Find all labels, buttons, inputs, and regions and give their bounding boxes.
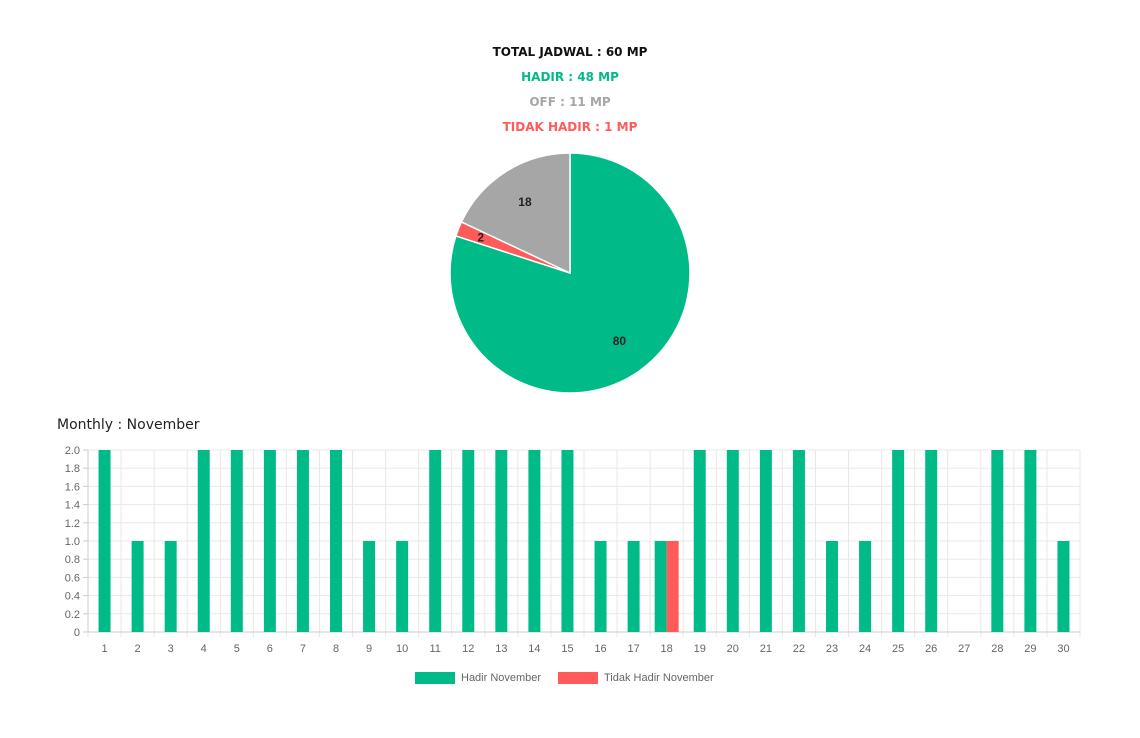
y-tick-label: 0.4 xyxy=(65,591,80,603)
x-tick-label: 7 xyxy=(300,643,306,655)
x-tick-label: 21 xyxy=(760,643,772,655)
y-tick-label: 2.0 xyxy=(65,445,80,457)
x-tick-label: 22 xyxy=(793,643,805,655)
y-tick-label: 1.6 xyxy=(65,481,80,493)
pie-label-hadir: 80 xyxy=(613,334,627,348)
x-tick-label: 26 xyxy=(925,643,937,655)
bar-hadir-day-20[interactable] xyxy=(726,450,739,632)
y-tick-label: 0.2 xyxy=(65,609,80,621)
y-tick-label: 0 xyxy=(74,627,80,639)
x-tick-label: 8 xyxy=(333,643,339,655)
tidak-hadir-summary-label: TIDAK HADIR : 1 MP xyxy=(502,120,638,134)
x-tick-label: 10 xyxy=(396,643,408,655)
attendance-pie-chart: 80 2 18 xyxy=(449,152,691,394)
x-tick-label: 13 xyxy=(495,643,507,655)
x-tick-label: 6 xyxy=(267,643,273,655)
x-tick-label: 2 xyxy=(135,643,141,655)
hadir-summary-label: HADIR : 48 MP xyxy=(521,70,619,84)
x-tick-label: 15 xyxy=(561,643,573,655)
x-tick-label: 19 xyxy=(694,643,706,655)
bar-hadir-day-15[interactable] xyxy=(561,450,574,632)
y-tick-label: 1.0 xyxy=(65,536,80,548)
bar-hadir-day-11[interactable] xyxy=(429,450,442,632)
bar-hadir-day-29[interactable] xyxy=(1024,450,1037,632)
bar-hadir-day-8[interactable] xyxy=(330,450,342,632)
x-tick-label: 3 xyxy=(168,643,174,655)
x-tick-label: 9 xyxy=(366,643,372,655)
monthly-chart-title: Monthly : November xyxy=(57,417,200,433)
bar-hadir-day-4[interactable] xyxy=(197,450,210,632)
x-tick-label: 20 xyxy=(727,643,739,655)
y-tick-label: 1.8 xyxy=(65,463,80,475)
y-tick-label: 1.2 xyxy=(65,518,80,530)
bar-hadir-day-3[interactable] xyxy=(164,541,177,632)
x-tick-label: 29 xyxy=(1024,643,1036,655)
x-tick-label: 16 xyxy=(594,643,606,655)
bar-hadir-day-10[interactable] xyxy=(396,541,409,632)
bar-hadir-day-14[interactable] xyxy=(528,450,541,632)
legend-item-tidak-hadir[interactable]: Tidak Hadir November xyxy=(558,670,714,686)
bar-hadir-day-12[interactable] xyxy=(462,450,475,632)
pie-label-off: 18 xyxy=(518,195,532,209)
bar-hadir-day-6[interactable] xyxy=(263,450,276,632)
bar-hadir-day-21[interactable] xyxy=(759,450,772,632)
bar-hadir-day-2[interactable] xyxy=(131,541,144,632)
x-tick-label: 4 xyxy=(201,643,207,655)
x-tick-label: 25 xyxy=(892,643,904,655)
bar-hadir-day-22[interactable] xyxy=(792,450,805,632)
bar-hadir-day-1[interactable] xyxy=(98,450,111,632)
x-tick-label: 14 xyxy=(528,643,540,655)
total-jadwal-label: TOTAL JADWAL : 60 MP xyxy=(492,45,648,59)
x-tick-label: 1 xyxy=(101,643,107,655)
x-tick-label: 12 xyxy=(462,643,474,655)
bar-hadir-day-30[interactable] xyxy=(1057,541,1070,632)
legend-swatch-hadir xyxy=(415,672,455,684)
pie-slice-off[interactable] xyxy=(460,152,571,275)
bar-hadir-day-18[interactable] xyxy=(654,541,667,632)
bar-hadir-day-26[interactable] xyxy=(925,450,938,632)
legend-label-hadir: Hadir November xyxy=(461,672,542,684)
pie-label-tidak-hadir: 2 xyxy=(477,231,484,245)
legend-swatch-tidak-hadir xyxy=(558,672,598,684)
x-tick-label: 18 xyxy=(661,643,673,655)
x-tick-label: 5 xyxy=(234,643,240,655)
bar-hadir-day-17[interactable] xyxy=(627,541,640,632)
x-tick-label: 17 xyxy=(627,643,639,655)
x-tick-label: 23 xyxy=(826,643,838,655)
bar-hadir-day-25[interactable] xyxy=(892,450,905,632)
bar-hadir-day-9[interactable] xyxy=(363,541,376,632)
x-tick-label: 27 xyxy=(958,643,970,655)
x-tick-label: 30 xyxy=(1057,643,1069,655)
y-tick-label: 0.8 xyxy=(65,554,80,566)
bar-hadir-day-7[interactable] xyxy=(296,450,309,632)
legend-item-hadir[interactable]: Hadir November xyxy=(415,670,541,686)
bar-hadir-day-19[interactable] xyxy=(693,450,706,632)
bar-hadir-day-5[interactable] xyxy=(230,450,243,632)
legend-label-tidak-hadir: Tidak Hadir November xyxy=(604,672,714,684)
bar-hadir-day-16[interactable] xyxy=(594,541,607,632)
bar-hadir-day-28[interactable] xyxy=(991,450,1004,632)
x-tick-label: 28 xyxy=(991,643,1003,655)
bar-hadir-day-13[interactable] xyxy=(495,450,508,632)
bar-hadir-day-23[interactable] xyxy=(826,541,838,632)
x-tick-label: 24 xyxy=(859,643,871,655)
bar-hadir-day-24[interactable] xyxy=(859,541,872,632)
off-summary-label: OFF : 11 MP xyxy=(529,95,611,109)
monthly-bar-chart: 00.20.40.60.81.01.21.41.61.82.01 2 3 4 5 6 7 8 9… xyxy=(65,445,1081,655)
y-tick-label: 1.4 xyxy=(65,500,80,512)
x-tick-label: 11 xyxy=(429,643,440,655)
y-tick-label: 0.6 xyxy=(65,572,80,584)
bar-tidak-hadir-day-18[interactable] xyxy=(666,541,679,632)
